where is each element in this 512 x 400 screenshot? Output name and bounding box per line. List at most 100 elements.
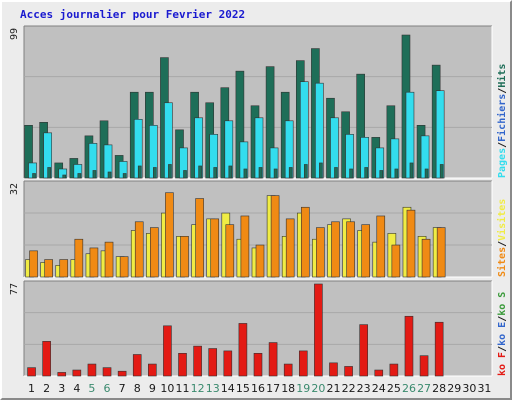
x-tick-label-14: 14 [221, 382, 235, 395]
kb-bar-22 [344, 366, 353, 377]
legend-entry-ko-e: ko E [497, 322, 508, 346]
x-tick-label-3: 3 [58, 382, 65, 395]
pages-bar-22 [349, 168, 353, 179]
pages-bar-26 [409, 162, 414, 179]
x-tick-label-29: 29 [447, 382, 461, 395]
x-tick-label-7: 7 [119, 382, 126, 395]
pages-bar-7 [122, 173, 127, 179]
legend-entry-fichiers: Fichiers [496, 94, 508, 142]
files-bar-19 [299, 81, 309, 179]
sites-bar-3 [59, 259, 69, 278]
sites-bar-5 [89, 247, 99, 278]
sites-bar-25 [391, 244, 401, 278]
panel-2-legend: Sites/Visites [496, 199, 508, 277]
x-tick-label-1: 1 [28, 382, 35, 395]
sites-bar-28 [436, 227, 446, 278]
x-tick-label-4: 4 [73, 382, 80, 395]
kb-bar-14 [223, 350, 233, 377]
pages-bar-11 [183, 170, 187, 179]
sites-bar-4 [74, 238, 84, 278]
x-tick-label-5: 5 [88, 382, 95, 395]
x-tick-label-13: 13 [206, 382, 220, 395]
pages-bar-23 [364, 167, 368, 179]
sites-bar-2 [44, 259, 53, 278]
sites-bar-14 [225, 224, 235, 278]
legend-entry-visites: Visites [496, 199, 508, 241]
legend-entry--: / [497, 142, 508, 148]
kb-bar-26 [404, 315, 414, 377]
kb-bar-15 [238, 323, 248, 377]
pages-bar-6 [107, 171, 112, 179]
sites-bar-23 [361, 224, 370, 278]
kb-bar-5 [87, 363, 97, 377]
legend-entry--: / [497, 88, 508, 94]
pages-bar-20 [319, 162, 323, 179]
pages-bar-14 [228, 165, 233, 179]
x-tick-label-21: 21 [326, 382, 340, 395]
x-tick-label-9: 9 [149, 382, 156, 395]
kb-bar-1 [27, 367, 36, 377]
legend-entry-sites: Sites [496, 247, 508, 277]
kb-bar-17 [268, 342, 278, 377]
panel-3-legend: ko F/ko E/ko S [497, 292, 508, 376]
sites-bar-7 [119, 256, 129, 278]
x-tick-label-28: 28 [432, 382, 446, 395]
x-tick-label-17: 17 [266, 382, 280, 395]
legend-entry-hits: Hits [496, 64, 508, 88]
x-tick-label-12: 12 [191, 382, 205, 395]
x-tick-label-19: 19 [296, 382, 310, 395]
kb-bar-19 [298, 350, 308, 377]
panel-3-ymax-label: 77 [9, 283, 20, 295]
kb-bar-28 [434, 321, 444, 377]
sites-bar-1 [29, 250, 38, 278]
pages-bar-5 [92, 170, 97, 179]
legend-entry-ko-f: ko F [497, 352, 508, 376]
x-tick-label-2: 2 [43, 382, 50, 395]
kb-bar-11 [178, 352, 187, 377]
kb-bar-27 [419, 355, 429, 377]
legend-entry--: / [497, 241, 508, 247]
x-tick-label-6: 6 [104, 382, 111, 395]
sites-bar-9 [150, 227, 159, 278]
kb-bar-4 [72, 369, 82, 377]
sites-bar-17 [270, 195, 280, 278]
pages-bar-2 [47, 167, 51, 179]
pages-bar-24 [379, 170, 384, 179]
pages-bar-12 [198, 165, 202, 179]
pages-bar-28 [439, 164, 444, 179]
chart-title: Acces journalier pour Fevrier 2022 [20, 8, 246, 21]
x-tick-label-31: 31 [477, 382, 491, 395]
pages-bar-17 [273, 168, 278, 179]
sites-bar-26 [406, 209, 416, 278]
sites-bar-6 [104, 241, 114, 278]
sites-bar-10 [165, 192, 174, 278]
sites-bar-21 [331, 221, 340, 278]
sites-bar-16 [255, 244, 265, 278]
pages-bar-13 [213, 167, 218, 179]
panel-1-legend: Pages/Fichiers/Hits [496, 64, 508, 178]
sites-bar-13 [210, 218, 220, 278]
sites-bar-8 [134, 221, 144, 278]
pages-bar-4 [77, 173, 82, 179]
sites-bar-22 [346, 221, 355, 278]
x-tick-label-24: 24 [372, 382, 386, 395]
legend-entry-pages: Pages [497, 148, 508, 178]
x-tick-label-15: 15 [236, 382, 250, 395]
legend-entry--: / [497, 316, 508, 322]
kb-bar-25 [389, 363, 399, 377]
x-tick-label-26: 26 [402, 382, 416, 395]
kb-bar-8 [132, 354, 142, 377]
kb-bar-9 [148, 363, 157, 377]
panel-2-ymax-label: 32 [9, 183, 20, 195]
kb-bar-6 [102, 367, 112, 377]
pages-bar-27 [424, 168, 429, 179]
x-tick-label-20: 20 [311, 382, 325, 395]
pages-bar-18 [288, 167, 293, 179]
sites-bar-27 [421, 238, 431, 278]
kb-bar-16 [253, 352, 263, 377]
pages-bar-8 [137, 165, 142, 179]
kb-bar-7 [117, 370, 127, 377]
kb-bar-2 [42, 341, 51, 377]
kb-bar-18 [283, 363, 293, 377]
